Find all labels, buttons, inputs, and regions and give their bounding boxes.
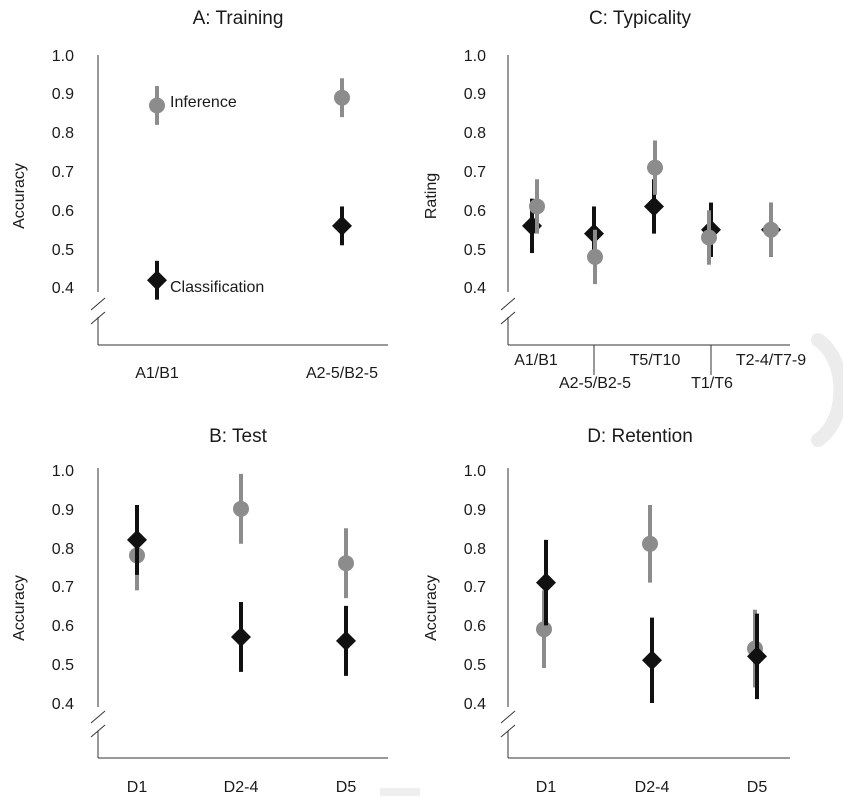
ytick-label: 0.9: [52, 86, 74, 103]
ytick-label: 0.4: [464, 280, 486, 297]
ytick-label: 0.7: [52, 164, 74, 181]
panel-c-xticks: A1/B1 A2-5/B2-5 T5/T10 T1/T6 T2-4/T7-9: [514, 352, 806, 392]
data-point-circle: [647, 159, 663, 176]
ytick-label: 0.4: [52, 280, 74, 297]
ytick-label: 0.5: [464, 657, 486, 674]
data-point-circle: [701, 229, 717, 246]
data-point-circle: [642, 535, 658, 552]
xtick-label: D2-4: [635, 779, 670, 796]
ytick-label: 0.8: [464, 125, 486, 142]
ytick-label: 0.4: [464, 696, 486, 713]
panel-d-axes: [500, 468, 790, 759]
data-point-circle: [149, 97, 165, 114]
ytick-label: 0.5: [52, 242, 74, 259]
panel-a-ylabel: Accuracy: [11, 163, 28, 229]
panel-a-yticks: 1.0 0.9 0.8 0.7 0.6 0.5 0.4: [52, 48, 74, 297]
ytick-label: 0.9: [464, 502, 486, 519]
panel-c-marks: [522, 140, 781, 285]
panel-c-ylabel: Rating: [423, 173, 440, 219]
ytick-label: 0.9: [52, 502, 74, 519]
data-point-diamond: [332, 215, 352, 236]
data-point-diamond: [747, 646, 767, 667]
panel-b-ylabel: Accuracy: [11, 575, 28, 641]
ytick-label: 1.0: [464, 463, 486, 480]
panel-d-marks: [536, 504, 767, 703]
data-point-circle: [338, 555, 354, 572]
data-point-diamond: [147, 270, 167, 291]
ytick-label: 0.6: [464, 618, 486, 635]
watermark-arc: [811, 333, 843, 447]
ytick-label: 0.6: [52, 618, 74, 635]
panel-c: C: Typicality Rating 1.0 0.9 0.8 0.7 0.6…: [423, 8, 806, 392]
panel-c-title: C: Typicality: [589, 8, 692, 29]
data-point-diamond: [644, 196, 664, 217]
ytick-label: 0.6: [52, 203, 74, 220]
data-point-diamond: [127, 529, 147, 550]
data-point-circle: [233, 500, 249, 517]
data-point-circle: [334, 89, 350, 106]
ytick-label: 0.7: [52, 579, 74, 596]
data-point-diamond: [231, 626, 251, 647]
ytick-label: 0.5: [52, 657, 74, 674]
xtick-label: D1: [536, 779, 557, 796]
ytick-label: 1.0: [464, 48, 486, 65]
ytick-label: 0.6: [464, 203, 486, 220]
data-point-diamond: [336, 630, 356, 651]
xtick-label: D5: [336, 779, 357, 796]
xtick-label: T5/T10: [630, 352, 681, 369]
xtick-label: A1/B1: [514, 352, 558, 369]
panel-d: D: Retention Accuracy 1.0 0.9 0.8 0.7 0.…: [423, 426, 790, 796]
panel-a-xticks: A1/B1 A2-5/B2-5: [135, 365, 378, 382]
panel-c-yticks: 1.0 0.9 0.8 0.7 0.6 0.5 0.4: [464, 48, 486, 297]
panel-b: B: Test Accuracy 1.0 0.9 0.8 0.7 0.6 0.5…: [11, 426, 388, 796]
panel-d-title: D: Retention: [587, 426, 693, 447]
panel-d-ylabel: Accuracy: [423, 575, 440, 641]
series-label-classification: Classification: [170, 279, 264, 296]
series-label-inference: Inference: [170, 94, 237, 111]
data-point-circle: [587, 248, 603, 265]
data-point-diamond: [536, 572, 556, 593]
ytick-label: 0.8: [464, 541, 486, 558]
panel-b-axes: [90, 468, 388, 759]
xtick-label: T2-4/T7-9: [736, 352, 806, 369]
data-point-diamond: [642, 650, 662, 671]
ytick-label: 0.8: [52, 541, 74, 558]
xtick-label: D1: [127, 779, 148, 796]
panel-a: A: Training Accuracy 1.0 0.9 0.8 0.7 0.6…: [11, 8, 388, 382]
panel-a-axes: [90, 55, 388, 346]
panel-b-xticks: D1 D2-4 D5: [127, 779, 357, 796]
xtick-label: A2-5/B2-5: [559, 375, 631, 392]
xtick-label: D5: [747, 779, 768, 796]
panel-a-marks: [147, 78, 352, 300]
panel-d-xticks: D1 D2-4 D5: [536, 779, 768, 796]
ytick-label: 0.7: [464, 579, 486, 596]
ytick-label: 0.9: [464, 86, 486, 103]
xtick-label: D2-4: [224, 779, 259, 796]
ytick-label: 0.5: [464, 242, 486, 259]
ytick-label: 1.0: [52, 48, 74, 65]
panel-a-title: A: Training: [193, 8, 284, 29]
panel-d-yticks: 1.0 0.9 0.8 0.7 0.6 0.5 0.4: [464, 463, 486, 713]
panel-b-yticks: 1.0 0.9 0.8 0.7 0.6 0.5 0.4: [52, 463, 74, 713]
panel-b-marks: [127, 473, 356, 676]
data-point-circle: [529, 198, 545, 215]
data-point-circle: [763, 221, 779, 238]
xtick-label: A2-5/B2-5: [306, 365, 378, 382]
xtick-label: A1/B1: [135, 365, 179, 382]
ytick-label: 1.0: [52, 463, 74, 480]
ytick-label: 0.8: [52, 125, 74, 142]
ytick-label: 0.7: [464, 164, 486, 181]
panel-c-axes: [500, 55, 790, 375]
xtick-label: T1/T6: [691, 375, 733, 392]
ytick-label: 0.4: [52, 696, 74, 713]
panel-b-title: B: Test: [209, 426, 267, 447]
